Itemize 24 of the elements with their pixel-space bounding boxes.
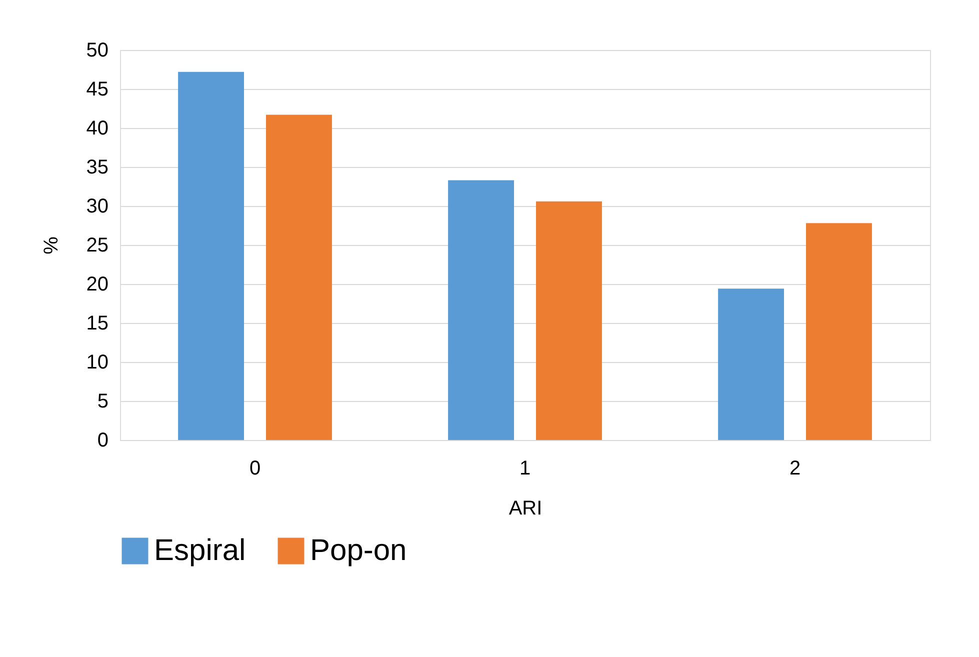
- legend-label: Espiral: [154, 534, 246, 567]
- y-tick-label: 0: [97, 430, 108, 452]
- x-tick-label: 1: [519, 458, 531, 480]
- bar: [806, 223, 872, 440]
- bar: [448, 180, 514, 440]
- y-tick-label: 10: [86, 352, 108, 374]
- x-axis-title: ARI: [508, 498, 542, 520]
- y-tick-label: 35: [86, 156, 108, 178]
- y-tick-label: 30: [86, 196, 108, 218]
- bar: [536, 201, 602, 440]
- x-tick-label: 2: [789, 458, 801, 480]
- y-tick-label: 20: [86, 274, 108, 296]
- y-axis-title: %: [40, 236, 62, 254]
- bar: [266, 114, 332, 440]
- y-tick-label: 15: [86, 312, 108, 334]
- bar: [178, 72, 244, 440]
- bar: [718, 288, 784, 440]
- y-tick-label: 45: [86, 78, 108, 100]
- y-tick-label: 50: [86, 40, 108, 62]
- y-tick-label: 40: [86, 118, 108, 140]
- legend-label: Pop-on: [310, 534, 407, 567]
- x-tick-label: 0: [249, 458, 261, 480]
- y-tick-label: 5: [97, 390, 108, 412]
- y-tick-label: 25: [86, 234, 108, 256]
